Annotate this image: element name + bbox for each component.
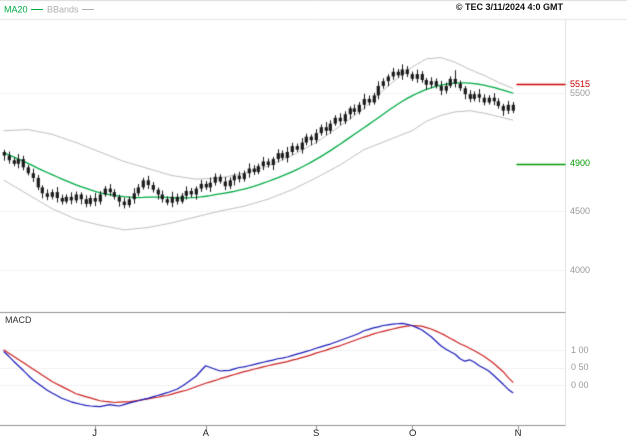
macd-label-50: 0 50 bbox=[571, 362, 589, 372]
legend-bbands-label: BBands bbox=[47, 4, 79, 15]
price-label-4500: 4500 bbox=[570, 205, 591, 216]
bbands-line-swatch bbox=[81, 9, 94, 11]
ma20-line-swatch bbox=[30, 9, 43, 11]
copyright-text: © TEC 3/11/2024 4:0 GMT bbox=[455, 2, 563, 12]
legend: MA20 BBands bbox=[4, 3, 96, 16]
price-label-4000: 4000 bbox=[570, 264, 591, 275]
price-label-4900: 4900 bbox=[570, 158, 591, 169]
legend-ma20-label: MA20 bbox=[4, 4, 28, 15]
price-label-5500: 5500 bbox=[570, 87, 591, 98]
month-label-N: N bbox=[514, 428, 522, 439]
month-label-O: O bbox=[409, 428, 417, 439]
month-label-A: A bbox=[202, 428, 209, 439]
macd-label-100: 1 00 bbox=[571, 344, 589, 355]
price-label-5515: 5515 bbox=[570, 79, 591, 89]
month-label-S: S bbox=[313, 428, 320, 439]
month-label-J: J bbox=[92, 428, 97, 439]
macd-label-0: 0 00 bbox=[571, 379, 589, 390]
macd-panel-label: MACD bbox=[5, 315, 32, 325]
